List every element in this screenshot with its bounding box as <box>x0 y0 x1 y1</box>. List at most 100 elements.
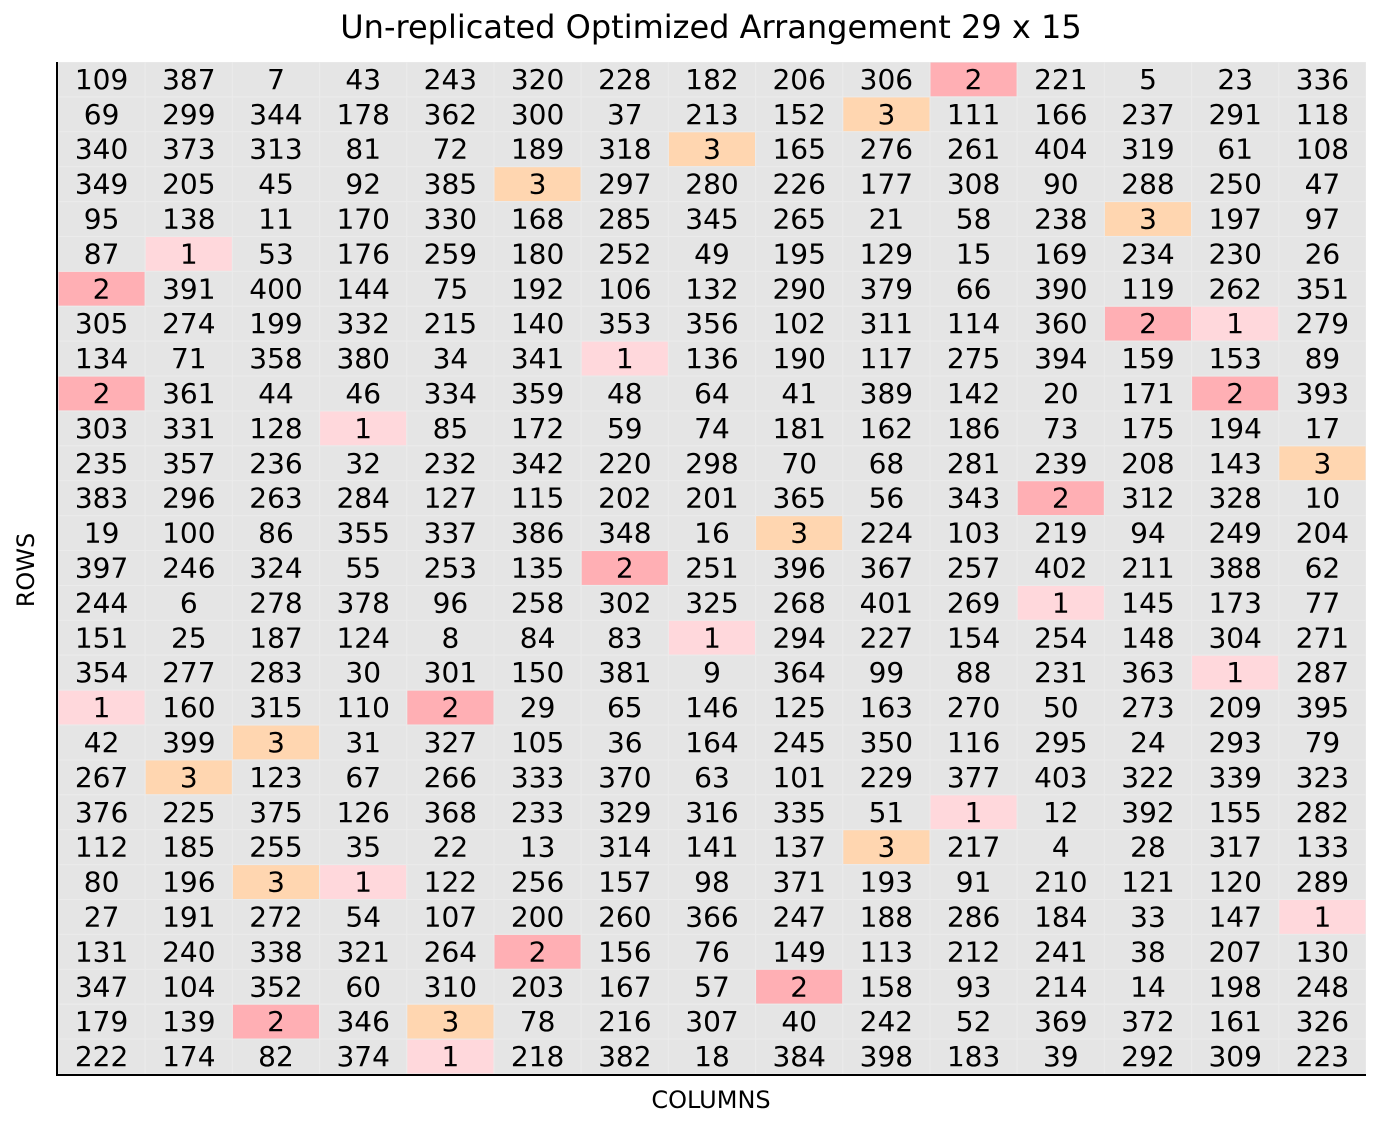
cell-label: 385 <box>424 168 477 201</box>
cell-label: 321 <box>336 935 389 968</box>
cell-label: 158 <box>860 970 913 1003</box>
heatmap-cell <box>231 235 321 272</box>
cell-label: 21 <box>869 203 905 236</box>
heatmap-cell <box>58 515 146 552</box>
cell-label: 54 <box>345 900 381 933</box>
heatmap-cell <box>667 968 757 1005</box>
heatmap-cell <box>1103 166 1193 203</box>
heatmap-cell <box>667 864 757 901</box>
cell-label: 355 <box>336 517 389 550</box>
cell-label: 125 <box>772 691 825 724</box>
cell-label: 174 <box>162 1040 215 1073</box>
heatmap-cell <box>580 375 669 412</box>
heatmap-cell <box>144 968 233 1005</box>
heatmap-cell <box>493 829 582 866</box>
cell-label: 153 <box>1208 342 1261 375</box>
heatmap-cell <box>842 131 931 168</box>
heatmap-cell <box>667 375 757 412</box>
cell-label: 199 <box>249 307 302 340</box>
heatmap-cell <box>1103 1003 1193 1040</box>
heatmap-cell <box>319 619 408 656</box>
cell-label: 312 <box>1121 482 1174 515</box>
heatmap-cell <box>231 759 321 796</box>
heatmap-cell <box>144 1038 233 1074</box>
cell-label: 263 <box>249 482 302 515</box>
heatmap-cell <box>319 375 408 412</box>
cell-label: 357 <box>162 447 215 480</box>
cell-label: 122 <box>424 866 477 899</box>
cell-label: 227 <box>860 621 913 654</box>
heatmap-cell <box>493 550 582 586</box>
heatmap-cell <box>667 724 757 761</box>
heatmap-cell <box>58 550 146 586</box>
heatmap-cell <box>667 131 757 168</box>
cell-label: 156 <box>598 935 651 968</box>
cell-label: 43 <box>345 63 381 96</box>
cell-label: 349 <box>75 168 128 201</box>
cell-label: 354 <box>75 656 128 689</box>
cell-label: 400 <box>249 272 302 305</box>
heatmap-cell <box>1016 410 1105 447</box>
heatmap-cell <box>1191 166 1280 203</box>
cell-label: 3 <box>180 761 198 794</box>
heatmap-cell <box>1016 235 1105 272</box>
cell-label: 106 <box>598 272 651 305</box>
heatmap-cell <box>1278 864 1366 901</box>
heatmap-cell <box>842 584 931 621</box>
heatmap-cell <box>580 933 669 970</box>
cell-label: 82 <box>258 1040 294 1073</box>
heatmap-cell <box>580 410 669 447</box>
cell-label: 2 <box>790 970 808 1003</box>
cell-label: 13 <box>520 831 556 864</box>
cell-label: 155 <box>1208 796 1261 829</box>
heatmap-cell <box>319 62 408 98</box>
heatmap-cell <box>755 864 844 901</box>
heatmap-cell <box>1278 794 1366 831</box>
cell-label: 75 <box>433 272 469 305</box>
cell-label: 245 <box>772 726 825 759</box>
cell-label: 132 <box>685 272 738 305</box>
cell-label: 247 <box>772 900 825 933</box>
heatmap-cell <box>580 62 669 98</box>
cell-label: 259 <box>424 237 477 270</box>
cell-label: 18 <box>694 1040 730 1073</box>
cell-label: 319 <box>1121 133 1174 166</box>
cell-label: 1 <box>1226 307 1244 340</box>
cell-label: 284 <box>336 482 389 515</box>
cell-label: 330 <box>424 203 477 236</box>
heatmap-cell <box>842 480 931 517</box>
cell-label: 59 <box>607 412 643 445</box>
heatmap-cell <box>144 550 233 586</box>
cell-label: 246 <box>162 552 215 585</box>
cell-label: 19 <box>84 517 120 550</box>
cell-label: 137 <box>772 831 825 864</box>
cell-label: 34 <box>433 342 469 375</box>
heatmap-cell <box>144 96 233 133</box>
cell-label: 160 <box>162 691 215 724</box>
heatmap-cell <box>580 654 669 691</box>
cell-label: 225 <box>162 796 215 829</box>
cell-label: 3 <box>703 133 721 166</box>
cell-label: 179 <box>75 1005 128 1038</box>
heatmap-cell <box>1103 445 1193 482</box>
heatmap-cell <box>580 794 669 831</box>
cell-label: 167 <box>598 970 651 1003</box>
cell-label: 295 <box>1034 726 1087 759</box>
cell-label: 401 <box>860 586 913 619</box>
heatmap-cell <box>929 340 1018 377</box>
heatmap-cell <box>1191 794 1280 831</box>
heatmap-cell <box>842 201 931 237</box>
heatmap-cell <box>755 270 844 307</box>
cell-label: 265 <box>772 203 825 236</box>
heatmap-cell <box>231 724 321 761</box>
heatmap-cell <box>144 375 233 412</box>
cell-label: 1 <box>93 691 111 724</box>
cell-label: 256 <box>511 866 564 899</box>
heatmap-cell <box>231 584 321 621</box>
cell-label: 298 <box>685 447 738 480</box>
cell-label: 170 <box>336 203 389 236</box>
heatmap-cell <box>1278 654 1366 691</box>
cell-label: 144 <box>336 272 389 305</box>
heatmap-cell <box>319 270 408 307</box>
cell-label: 315 <box>249 691 302 724</box>
